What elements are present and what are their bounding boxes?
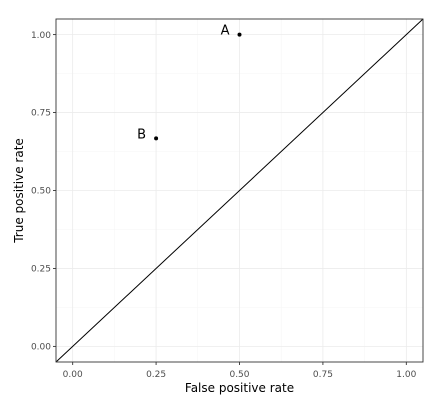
y-axis-title: True positive rate <box>12 138 26 244</box>
y-tick-label: 0.75 <box>31 109 51 119</box>
data-point-b <box>154 136 159 141</box>
point-label-a: A <box>221 24 230 39</box>
y-tick-label: 0.25 <box>31 265 51 275</box>
x-tick-label: 0.00 <box>63 370 83 380</box>
x-tick-label: 1.00 <box>396 370 416 380</box>
x-axis-title: False positive rate <box>185 381 294 395</box>
y-tick-label: 0.00 <box>31 343 51 353</box>
x-tick-label: 0.50 <box>229 370 249 380</box>
points-layer: AB <box>137 24 242 142</box>
diagonal-reference-line <box>55 18 424 363</box>
point-label-b: B <box>137 127 146 142</box>
y-tick-label: 0.50 <box>31 187 51 197</box>
x-tick-label: 0.75 <box>313 370 333 380</box>
reference-line-layer <box>55 18 424 363</box>
y-tick-label: 1.00 <box>31 31 51 41</box>
data-point-a <box>237 32 242 37</box>
x-tick-label: 0.25 <box>146 370 166 380</box>
y-axis-ticks: 0.00 0.25 0.50 0.75 1.00 <box>31 31 56 353</box>
x-axis-ticks: 0.00 0.25 0.50 0.75 1.00 <box>63 362 417 380</box>
